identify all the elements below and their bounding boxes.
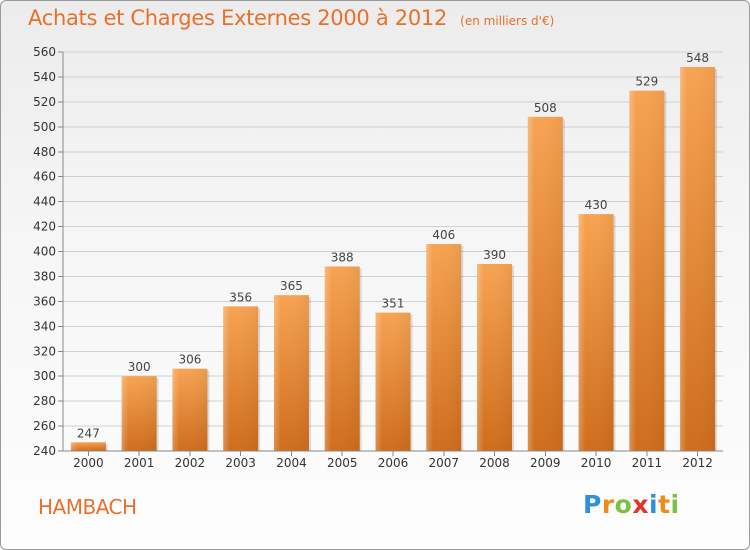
x-tick-label: 2003 bbox=[225, 456, 256, 470]
bar-highlight bbox=[578, 214, 614, 451]
y-tick-label: 500 bbox=[33, 120, 56, 134]
value-label: 247 bbox=[77, 426, 100, 440]
y-tick-label: 280 bbox=[33, 394, 56, 408]
logo-letter: x bbox=[632, 490, 649, 519]
bar-highlight bbox=[680, 66, 716, 452]
value-label: 430 bbox=[585, 198, 608, 212]
chart-subtitle: (en milliers d'€) bbox=[460, 14, 555, 28]
logo-letter: P bbox=[583, 490, 602, 519]
proxiti-logo: Proxiti bbox=[583, 490, 680, 519]
x-tick-label: 2010 bbox=[581, 456, 612, 470]
bar-highlight bbox=[527, 116, 563, 452]
y-tick-label: 480 bbox=[33, 145, 56, 159]
y-tick-label: 360 bbox=[33, 294, 56, 308]
value-label: 388 bbox=[331, 250, 354, 264]
x-tick-label: 2005 bbox=[327, 456, 358, 470]
x-tick-label: 2007 bbox=[428, 456, 459, 470]
bar-highlight bbox=[70, 442, 106, 451]
y-tick-label: 400 bbox=[33, 245, 56, 259]
value-label: 406 bbox=[432, 228, 455, 242]
value-label: 356 bbox=[229, 290, 252, 304]
y-tick-label: 340 bbox=[33, 319, 56, 333]
y-tick-label: 260 bbox=[33, 419, 56, 433]
y-tick-label: 560 bbox=[33, 45, 56, 59]
value-label: 306 bbox=[178, 353, 201, 367]
logo-letter: r bbox=[601, 490, 615, 519]
y-tick-label: 300 bbox=[33, 369, 56, 383]
value-label: 508 bbox=[534, 101, 557, 115]
logo-letter: o bbox=[614, 490, 633, 519]
x-tick-label: 2006 bbox=[378, 456, 409, 470]
bar-highlight bbox=[121, 376, 157, 451]
x-tick-label: 2001 bbox=[124, 456, 155, 470]
logo-letter: i bbox=[670, 490, 680, 519]
commune-name: HAMBACH bbox=[38, 495, 137, 519]
x-tick-label: 2004 bbox=[276, 456, 307, 470]
x-tick-label: 2009 bbox=[530, 456, 561, 470]
bar-highlight bbox=[629, 90, 665, 451]
x-tick-label: 2000 bbox=[73, 456, 104, 470]
y-tick-label: 320 bbox=[33, 344, 56, 358]
x-tick-label: 2011 bbox=[632, 456, 663, 470]
y-tick-label: 440 bbox=[33, 195, 56, 209]
chart-title: Achats et Charges Externes 2000 à 2012 (… bbox=[28, 6, 554, 30]
bar-highlight bbox=[477, 263, 513, 451]
axis-layer: 240 260 280 300 320 340 360 380 400 420 440 460 480 5… bbox=[33, 45, 723, 470]
chart-title-main: Achats et Charges Externes 2000 à 2012 bbox=[28, 6, 448, 30]
x-tick-label: 2002 bbox=[175, 456, 206, 470]
y-tick-label: 380 bbox=[33, 269, 56, 283]
value-label: 300 bbox=[128, 360, 151, 374]
bar-highlight bbox=[273, 295, 309, 451]
x-tick-label: 2012 bbox=[682, 456, 713, 470]
y-tick-label: 240 bbox=[33, 444, 56, 458]
logo-letter: t bbox=[658, 490, 671, 519]
y-tick-label: 540 bbox=[33, 70, 56, 84]
y-tick-label: 460 bbox=[33, 170, 56, 184]
bar-layer: 247 300 306 356 365 388 351 406 390 508 430 529 548 bbox=[70, 51, 718, 452]
value-label: 548 bbox=[686, 51, 709, 65]
bar-highlight bbox=[223, 306, 259, 451]
value-label: 390 bbox=[483, 248, 506, 262]
logo-letter: i bbox=[649, 490, 659, 519]
bar-highlight bbox=[375, 312, 411, 451]
y-tick-label: 420 bbox=[33, 220, 56, 234]
bar-highlight bbox=[324, 266, 360, 451]
value-label: 365 bbox=[280, 279, 303, 293]
y-tick-label: 520 bbox=[33, 95, 56, 109]
value-label: 351 bbox=[382, 297, 405, 311]
x-tick-label: 2008 bbox=[479, 456, 510, 470]
bar-highlight bbox=[426, 244, 462, 451]
value-label: 529 bbox=[635, 75, 658, 89]
bar-highlight bbox=[172, 368, 208, 451]
